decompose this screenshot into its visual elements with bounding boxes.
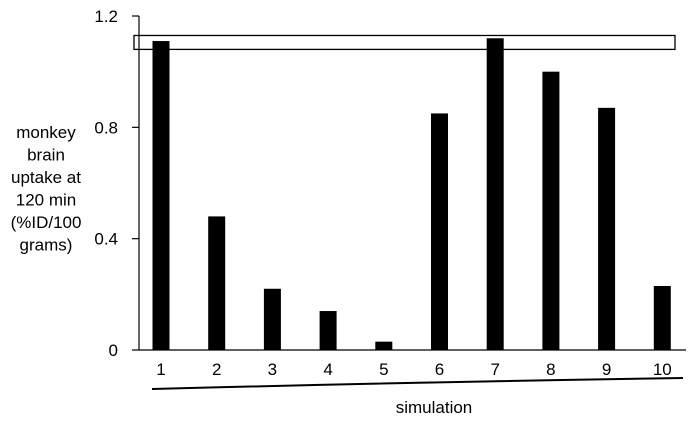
y-axis-label: monkey brain uptake at 120 min (%ID/100 grams…	[11, 123, 82, 255]
x-tick-label: 1	[156, 360, 165, 379]
y-axis-label-line: 120 min	[16, 191, 76, 210]
bar	[208, 216, 226, 350]
category-bracket-line	[151, 377, 684, 390]
x-tick-label: 9	[602, 360, 611, 379]
y-axis-ticks: 0 0.4 0.8 1.2	[94, 7, 139, 360]
bar	[542, 71, 560, 351]
bar	[598, 107, 616, 350]
bar	[486, 38, 504, 351]
x-axis-title: simulation	[396, 398, 473, 417]
y-tick-label: 0.8	[94, 118, 118, 137]
y-axis-label-line: monkey	[16, 123, 76, 142]
bar	[152, 41, 170, 351]
y-axis-label-line: uptake at	[11, 168, 81, 187]
bar	[653, 285, 671, 350]
x-tick-label: 10	[653, 360, 672, 379]
x-tick-label: 3	[268, 360, 277, 379]
y-axis-label-line: brain	[27, 146, 65, 165]
x-tick-label: 6	[435, 360, 444, 379]
bar	[375, 341, 393, 350]
y-tick-label: 0	[109, 341, 118, 360]
bar	[431, 113, 448, 351]
y-axis-label-line: (%ID/100	[11, 213, 82, 232]
x-axis-tick-labels: 1 2 3 4 5 6 7 8 9 10	[156, 360, 671, 379]
y-axis-label-line: grams)	[20, 236, 73, 255]
bars	[152, 38, 671, 351]
bar	[319, 311, 337, 350]
y-tick-label: 0.4	[94, 230, 118, 249]
x-tick-label: 7	[490, 360, 499, 379]
x-axis-title-group: simulation	[151, 377, 684, 417]
reference-range-box	[133, 34, 676, 51]
bar	[263, 288, 281, 350]
axes	[138, 16, 686, 351]
x-tick-label: 2	[212, 360, 221, 379]
reference-band	[133, 34, 676, 51]
x-tick-label: 5	[379, 360, 388, 379]
x-tick-label: 8	[546, 360, 555, 379]
x-tick-label: 4	[323, 360, 332, 379]
y-tick-label: 1.2	[94, 7, 118, 26]
